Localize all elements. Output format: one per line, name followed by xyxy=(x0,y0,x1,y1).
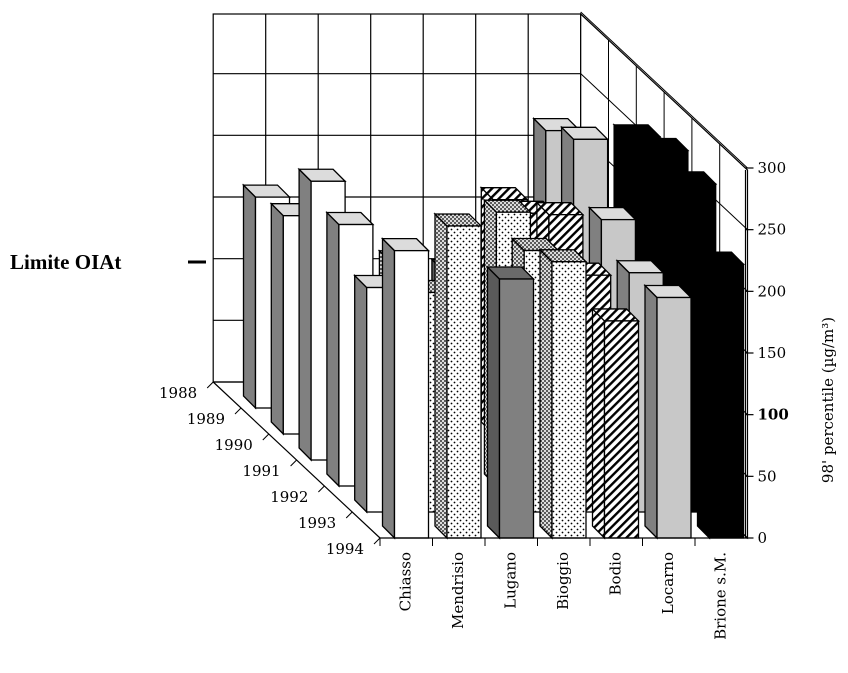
y-axis-label: 98' percentile (µg/m³) xyxy=(819,317,837,483)
bar-side xyxy=(696,250,711,540)
bar-side xyxy=(270,202,284,436)
year-tick-label: 1994 xyxy=(326,540,364,558)
bar-front xyxy=(551,261,587,539)
year-axis-tick xyxy=(373,537,381,545)
bar-front xyxy=(656,296,692,539)
bar-side xyxy=(591,307,606,540)
bar-side xyxy=(434,212,448,540)
year-tick-label: 1989 xyxy=(187,410,225,428)
year-axis-tick xyxy=(318,485,325,493)
station-tick-label: Lugano xyxy=(501,552,519,609)
bar-front xyxy=(708,263,745,539)
bar-side xyxy=(242,183,257,410)
bar-chiasso-1994 xyxy=(380,237,431,540)
year-tick-label: 1991 xyxy=(242,462,280,480)
bar-locarno-1994 xyxy=(643,283,693,540)
bar-side xyxy=(486,265,501,540)
bar-bodio-1994 xyxy=(590,307,641,540)
year-axis-tick xyxy=(262,433,270,441)
year-axis-tick xyxy=(345,511,353,519)
station-tick-label: Bodio xyxy=(606,552,624,595)
bar-side xyxy=(644,283,658,540)
year-axis-tick xyxy=(206,381,214,389)
bar-front xyxy=(446,225,482,539)
year-tick-label: 1992 xyxy=(270,488,308,506)
bar-side xyxy=(354,273,368,514)
year-axis-tick xyxy=(290,459,297,467)
station-tick-label: Bioggio xyxy=(554,552,572,610)
value-tick-label: 0 xyxy=(758,529,768,547)
station-tick-label: Locarno xyxy=(659,552,677,614)
year-axis-tick xyxy=(234,407,242,415)
station-tick-label: Chiasso xyxy=(396,552,414,611)
bar-front xyxy=(498,278,535,539)
bar-front xyxy=(393,249,430,539)
bar-bioggio-1994 xyxy=(538,248,588,540)
bar-side xyxy=(381,237,396,540)
year-tick-label: 1993 xyxy=(298,514,336,532)
bar-lugano-1994 xyxy=(485,265,536,540)
value-tick-label: 300 xyxy=(758,159,787,177)
value-tick-label: 250 xyxy=(758,221,787,239)
value-tick-label: 100 xyxy=(758,406,789,424)
bar-mendrisio-1994 xyxy=(433,212,483,540)
bar-front xyxy=(603,320,640,539)
station-tick-label: Mendrisio xyxy=(449,552,467,629)
value-tick-label: 150 xyxy=(758,344,787,362)
bar-side xyxy=(539,248,553,540)
axes-group: 0 50 100 150 200 250 300 1988 1989 1990 1991 1992 19… xyxy=(159,159,789,640)
bars-group xyxy=(241,117,746,540)
side-wall-gridline-h xyxy=(580,11,748,169)
limit-label: Limite OIAt xyxy=(10,250,121,274)
bar-side xyxy=(298,167,312,462)
bar-brione-s-m--1994 xyxy=(695,250,746,540)
value-tick-label: 50 xyxy=(758,467,777,485)
value-tick-label: 200 xyxy=(758,282,787,300)
year-tick-label: 1988 xyxy=(159,384,197,402)
year-tick-label: 1990 xyxy=(215,436,253,454)
bar-side xyxy=(326,210,340,488)
station-tick-label: Brione s.M. xyxy=(711,552,729,640)
